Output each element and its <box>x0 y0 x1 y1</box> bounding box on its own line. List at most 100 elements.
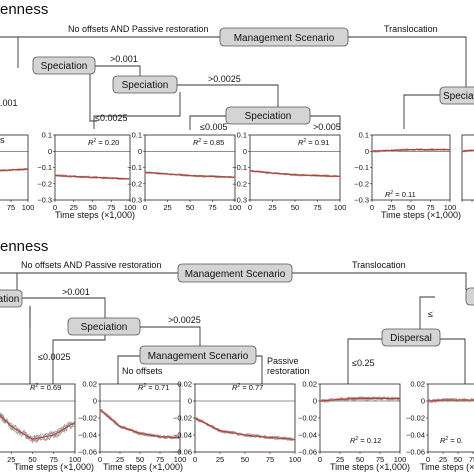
bottom-x-axis-title-3: Time steps (×1,000) <box>330 462 410 472</box>
top-xtick-label: 0 <box>248 203 252 212</box>
bottom-ytick-label: −0.06 <box>406 448 425 457</box>
label-partial-001-top: .001 <box>0 98 18 108</box>
bottom-management-scenario-node-2: Management Scenario <box>140 346 256 364</box>
top-r2-label-2: R2 = 0.20 <box>88 138 119 147</box>
top-r2-label-5: R2 = 0.11 <box>385 190 416 199</box>
bottom-r2-label-4: R2 = 0.12 <box>350 436 381 445</box>
bottom-xtick-label: 0 <box>318 455 322 464</box>
bottom-r2-label-1: R2 = 0.69 <box>30 383 61 392</box>
bottom-ytick-label: −0.04 <box>406 431 425 440</box>
svg-text:Speciation: Speciation <box>443 91 474 102</box>
label-le-025-bottom: ≤0.25 <box>352 358 374 368</box>
bottom-ytick-label: 0.02 <box>82 380 97 389</box>
bottom-r2-label-2: R2 = 0.71 <box>138 383 169 392</box>
top-panel-frame-6 <box>462 135 474 200</box>
label-gt-0001-top: >0.001 <box>110 54 138 64</box>
top-ytick-label: −0.2 <box>232 179 247 188</box>
top-ytick-label: −0.2 <box>127 179 142 188</box>
bottom-panel-2 <box>100 384 180 454</box>
bottom-x-axis-title-1: Time steps (×1,000) <box>14 462 94 472</box>
bottom-panel-1 <box>0 384 75 454</box>
top-ytick-label: 0.1 <box>359 131 369 140</box>
top-panel-1 <box>0 135 28 202</box>
top-partial-label: s <box>0 135 5 145</box>
bottom-x-axis-title-2: Time steps (×1,000) <box>103 462 183 472</box>
label-le-00025-bottom: ≤0.0025 <box>38 352 70 362</box>
bottom-ytick-label: 0 <box>188 397 192 406</box>
bottom-xtick-label: 0 <box>98 455 102 464</box>
bottom-xtick-label: 50 <box>241 455 249 464</box>
bottom-ytick-label: 0.02 <box>410 380 425 389</box>
top-charts: 0.1 0 −0.1 −0.2 −0.3 0.1 0 −0.1 −0.2 −0.3 0.1 0 −0.1… <box>0 131 474 213</box>
label-gt-0001-bottom: >0.001 <box>62 287 90 297</box>
top-ytick-label: 0.1 <box>237 131 247 140</box>
label-translocation-bottom: Translocation <box>352 260 406 270</box>
bottom-panel-frame-3 <box>195 384 295 452</box>
top-ytick-label: −0.1 <box>354 163 369 172</box>
bottom-ytick-label: −0.02 <box>78 414 97 423</box>
label-le-partial-bottom: ≤ <box>428 309 433 319</box>
label-translocation-top: Translocation <box>384 24 438 34</box>
bottom-management-scenario-node: Management Scenario <box>178 264 292 282</box>
bottom-speciation-node-2: Speciation <box>68 318 140 335</box>
top-xtick-label: 75 <box>313 203 321 212</box>
label-gt-00025-top: >0.0025 <box>208 74 241 84</box>
svg-text:Speciation: Speciation <box>122 80 169 91</box>
top-x-axis-title-2: Time steps (×1,000) <box>381 210 461 220</box>
bottom-xtick-label: 75 <box>266 455 274 464</box>
bottom-ytick-label: −0.04 <box>298 431 317 440</box>
bottom-ytick-label: −0.02 <box>406 414 425 423</box>
top-ytick-label: 0 <box>243 147 247 156</box>
svg-text:Management Scenario: Management Scenario <box>234 33 335 44</box>
label-no-offsets-passive-bottom: No offsets AND Passive restoration <box>21 260 161 270</box>
bottom-charts: 0.02 0 −0.02 −0.04 −0.06 0.02 0 −0.02 −0.04 −0.06… <box>0 380 474 465</box>
bottom-section-title: enness <box>0 238 48 255</box>
top-xtick-label: 50 <box>186 203 194 212</box>
svg-text:Speciation: Speciation <box>41 61 88 72</box>
top-r2-label-4: R2 = 0.91 <box>298 138 329 147</box>
bottom-ytick-label: 0.02 <box>177 380 192 389</box>
svg-text:Dispersal: Dispersal <box>390 333 432 344</box>
bottom-ytick-label: 0.02 <box>302 380 317 389</box>
label-no-offsets-passive-top: No offsets AND Passive restoration <box>68 24 208 34</box>
top-ytick-label: −0.3 <box>37 196 52 205</box>
top-speciation-node-2: Speciation <box>113 76 177 93</box>
top-xtick-label: 25 <box>163 203 171 212</box>
bottom-speciation-node-1: Speciation <box>0 290 22 307</box>
top-ytick-label: −0.1 <box>232 163 247 172</box>
top-r2-label-3: R2 = 0.85 <box>193 138 224 147</box>
bottom-ytick-label: −0.02 <box>298 414 317 423</box>
label-passive-bottom: Passive <box>267 356 299 366</box>
top-x-axis-title-1: Time steps (×1,000) <box>55 210 135 220</box>
svg-text:Speciation: Speciation <box>245 111 292 122</box>
bottom-xtick-label: 25 <box>216 455 224 464</box>
top-panel-6 <box>462 135 474 202</box>
top-section-title: enness <box>0 1 48 18</box>
bottom-panel-3 <box>195 384 295 454</box>
top-xtick-label: 100 <box>334 203 347 212</box>
top-ytick-label: −0.1 <box>127 163 142 172</box>
top-ytick-label: −0.1 <box>37 163 52 172</box>
top-management-scenario-node: Management Scenario <box>220 28 348 46</box>
top-xtick-label: 25 <box>268 203 276 212</box>
top-ytick-label: 0.1 <box>42 131 52 140</box>
top-xtick-label: 50 <box>291 203 299 212</box>
bottom-ytick-label: −0.04 <box>173 431 192 440</box>
label-gt-0005-top: >0.005 <box>313 122 341 132</box>
label-le-00025-top: ≤0.0025 <box>95 113 127 123</box>
top-xtick-label: 0 <box>370 203 374 212</box>
bottom-dispersal-node: Dispersal <box>382 329 440 346</box>
svg-text:Speciation: Speciation <box>81 322 128 333</box>
svg-text:Management Scenario: Management Scenario <box>185 269 286 280</box>
bottom-ytick-label: −0.04 <box>78 431 97 440</box>
svg-text:Management Scenario: Management Scenario <box>148 351 249 362</box>
bottom-ytick-label: 0 <box>421 397 425 406</box>
bottom-x-axis-title-4: Time steps (×1,000) <box>420 462 474 472</box>
top-ytick-label: −0.3 <box>354 196 369 205</box>
bottom-ytick-label: 0 <box>93 397 97 406</box>
label-restoration-bottom: restoration <box>267 366 310 376</box>
bottom-xtick-label: 0 <box>193 455 197 464</box>
top-ytick-label: 0 <box>138 147 142 156</box>
bottom-r2-label-3: R2 = 0.77 <box>232 383 263 392</box>
bottom-ytick-label: 0 <box>313 397 317 406</box>
